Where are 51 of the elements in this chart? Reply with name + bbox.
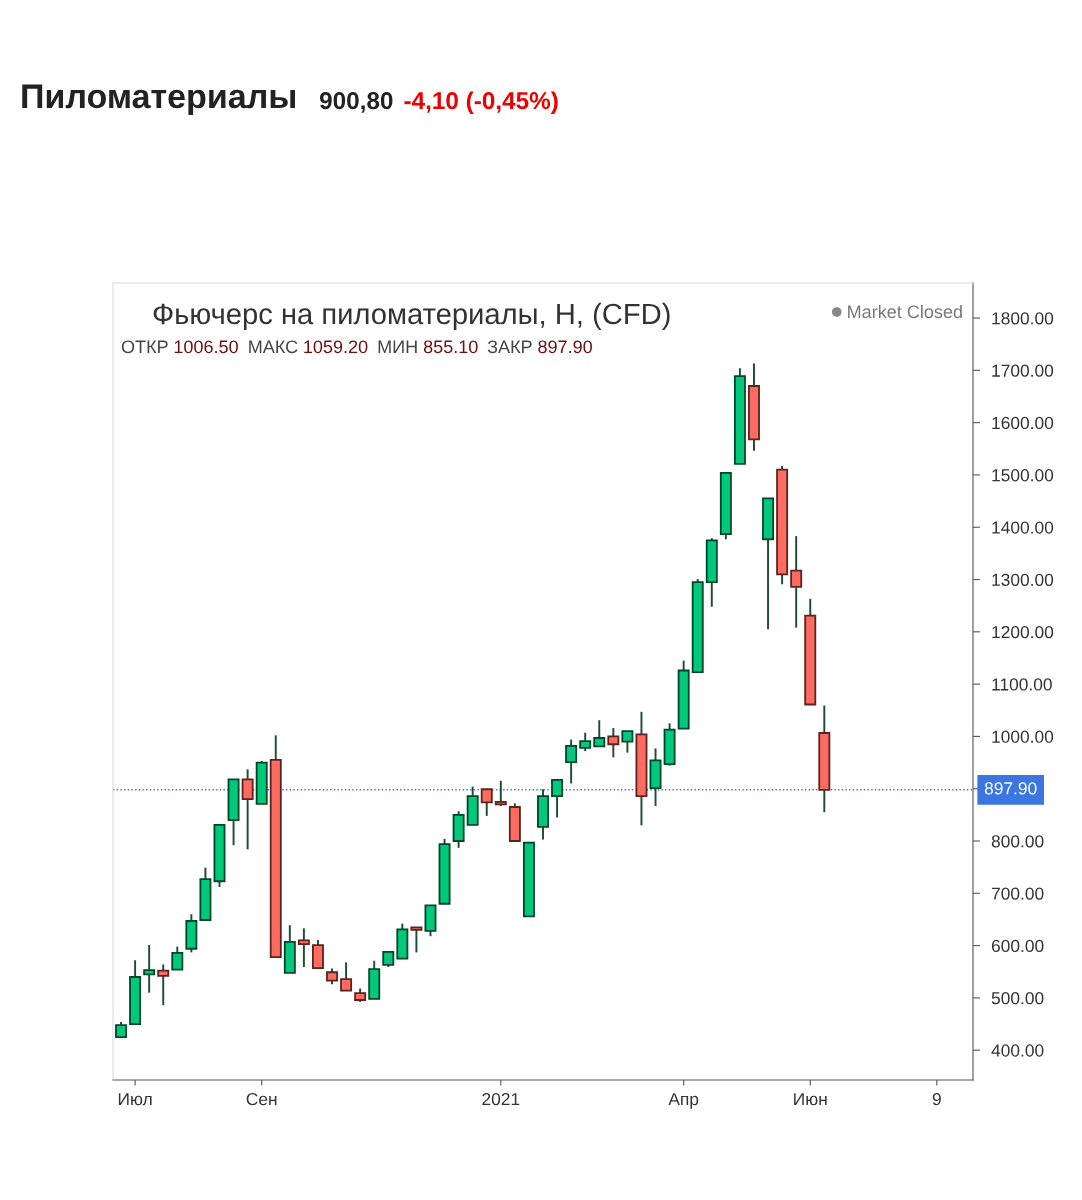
candlestick (607, 727, 620, 759)
annotation: 855.10 (423, 340, 478, 354)
candlestick (565, 738, 578, 785)
candlestick (621, 730, 634, 754)
y-tick-label: 1100.00 (992, 678, 1052, 691)
annotation: 1059.20 (304, 340, 368, 354)
y-tick-label: 800.00 (991, 835, 1044, 848)
y-tick-label: 1000.00 (992, 730, 1054, 743)
candlestick (480, 788, 493, 817)
candlestick (297, 927, 310, 969)
candlestick (171, 945, 184, 971)
text: -4,10 (-0,45%) (404, 91, 558, 115)
candlestick (143, 944, 156, 994)
annotation: Market Closed (848, 304, 962, 319)
y-tick-label: 1200.00 (992, 625, 1054, 639)
annotation: ЗАКР (487, 340, 532, 354)
candlestick (157, 963, 170, 1007)
y-tick-label: 500.00 (991, 992, 1044, 1005)
candlestick (311, 938, 324, 970)
x-tick-label: 9 (932, 1092, 941, 1106)
y-tick-label: 1300.00 (992, 573, 1054, 586)
candlestick (593, 719, 606, 748)
candlestick (494, 779, 507, 807)
y-tick-label: 1700.00 (992, 364, 1054, 377)
text: Фьючерс на пиломатериалы, H, (CFD) (153, 302, 670, 331)
chart-title: Пиломатериалы (22, 84, 295, 116)
ref-line-label: 897.90 (984, 782, 1037, 795)
x-tick-label: Сен (246, 1092, 277, 1106)
annotation: ОТКР (121, 340, 168, 354)
candlestick (241, 768, 254, 851)
annotation: МАКС (249, 340, 298, 354)
y-tick-label: 400.00 (991, 1044, 1044, 1057)
x-tick-label: Апр (668, 1093, 699, 1109)
y-tick-label: 700.00 (991, 887, 1044, 900)
text: 900,80 (319, 92, 393, 113)
annotation: МИН (378, 340, 417, 353)
candlestick (410, 926, 423, 954)
y-tick-label: 1500.00 (992, 469, 1054, 482)
annotation: 897.90 (538, 340, 593, 354)
x-tick-label: Июн (794, 1093, 827, 1106)
candlestick (579, 731, 592, 753)
annotation: 1006.50 (174, 340, 238, 354)
x-tick-label: Июл (118, 1093, 152, 1106)
y-tick-label: 1400.00 (992, 521, 1054, 534)
candlestick (340, 961, 353, 992)
y-tick-label: 1800.00 (992, 312, 1054, 325)
y-tick-label: 600.00 (991, 939, 1044, 953)
x-tick-label: 2021 (482, 1092, 520, 1106)
candlestick (551, 778, 564, 819)
y-tick-label: 1600.00 (992, 416, 1054, 430)
candlestick (790, 535, 803, 629)
